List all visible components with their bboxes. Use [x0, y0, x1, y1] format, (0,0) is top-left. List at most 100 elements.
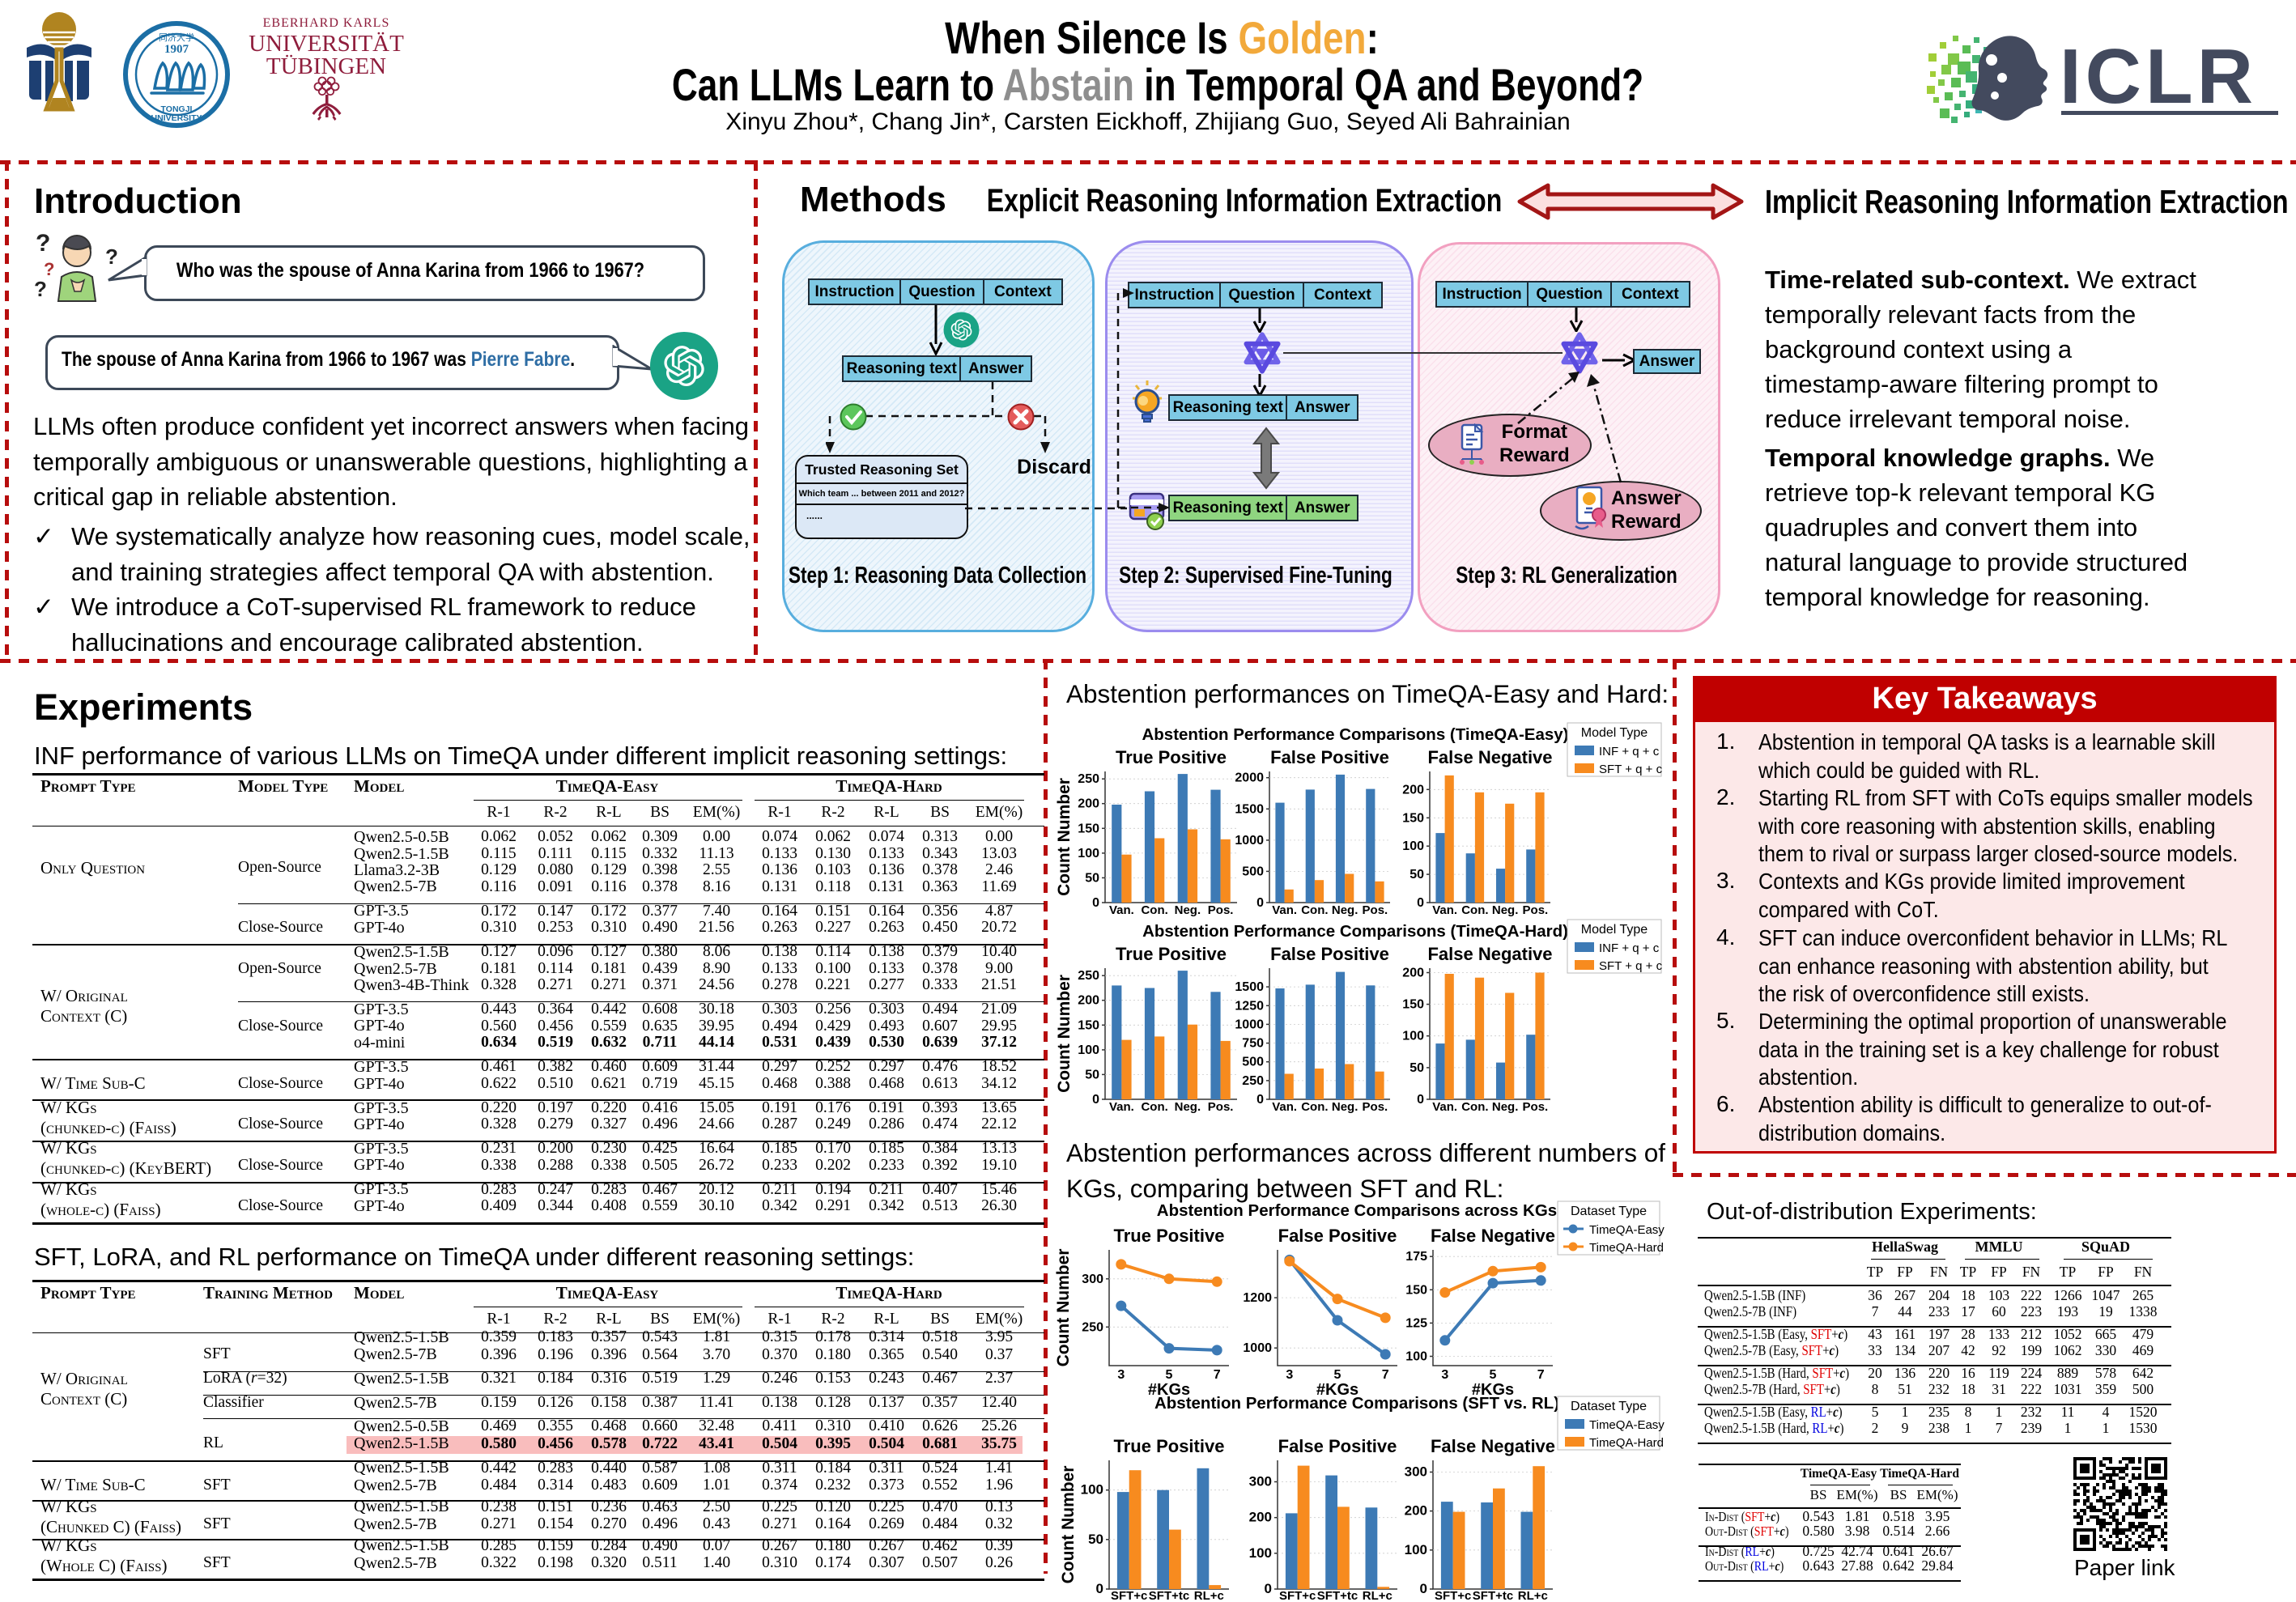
svg-text:Dataset Type: Dataset Type: [1571, 1205, 1647, 1218]
svg-text:TONGJI: TONGJI: [161, 104, 193, 114]
svg-text:Abstention Performance Compari: Abstention Performance Comparisons (SFT …: [1154, 1394, 1559, 1413]
svg-text:Count Number: Count Number: [1055, 778, 1074, 896]
svg-text:2000: 2000: [1235, 771, 1264, 785]
svg-text:200: 200: [1402, 967, 1424, 980]
svg-text:100: 100: [1249, 1545, 1272, 1561]
svg-text:Neg.: Neg.: [1492, 1100, 1519, 1114]
svg-text:3: 3: [1117, 1368, 1125, 1382]
svg-text:False Positive: False Positive: [1278, 1226, 1397, 1246]
svg-text:Pos.: Pos.: [1363, 903, 1388, 917]
svg-text:True Positive: True Positive: [1116, 747, 1227, 767]
svg-text:UNIVERSITY: UNIVERSITY: [151, 113, 202, 123]
svg-text:0: 0: [1092, 896, 1099, 910]
svg-text:Abstention Performance Compari: Abstention Performance Comparisons acros…: [1157, 1201, 1557, 1220]
svg-text:Model Type: Model Type: [1581, 726, 1648, 740]
svg-text:Pos.: Pos.: [1363, 1100, 1388, 1114]
svg-text:200: 200: [1405, 1503, 1427, 1519]
svg-text:150: 150: [1402, 811, 1424, 825]
svg-text:200: 200: [1078, 994, 1099, 1008]
svg-text:Con.: Con.: [1141, 1100, 1167, 1114]
svg-text:False Positive: False Positive: [1270, 944, 1389, 964]
svg-text:SFT+c: SFT+c: [1111, 1589, 1147, 1602]
svg-text:Con.: Con.: [1301, 903, 1328, 917]
svg-text:5: 5: [1334, 1368, 1341, 1382]
svg-text:1200: 1200: [1243, 1291, 1272, 1305]
svg-text:Con.: Con.: [1301, 1100, 1328, 1114]
svg-text:7: 7: [1537, 1368, 1545, 1382]
svg-text:INF + q + c: INF + q + c: [1599, 745, 1660, 759]
svg-text:300: 300: [1405, 1464, 1427, 1480]
svg-text:250: 250: [1078, 772, 1099, 786]
svg-text:7: 7: [1382, 1368, 1389, 1382]
svg-text:Neg.: Neg.: [1175, 903, 1201, 917]
svg-text:50: 50: [1088, 1532, 1103, 1547]
svg-text:100: 100: [1078, 1043, 1099, 1057]
svg-text:SFT+tc: SFT+tc: [1473, 1589, 1513, 1602]
svg-text:750: 750: [1242, 1037, 1264, 1051]
svg-text:Van.: Van.: [1109, 903, 1134, 917]
svg-text:Pos.: Pos.: [1208, 903, 1234, 917]
svg-text:100: 100: [1402, 1030, 1424, 1043]
svg-text:100: 100: [1078, 847, 1099, 860]
svg-text:200: 200: [1402, 783, 1424, 797]
svg-text:0: 0: [1256, 896, 1264, 910]
svg-text:1000: 1000: [1235, 1018, 1264, 1031]
svg-text:100: 100: [1081, 1482, 1103, 1498]
svg-text:TimeQA-Easy: TimeQA-Easy: [1589, 1223, 1665, 1237]
svg-text:150: 150: [1402, 998, 1424, 1012]
svg-text:RL+c: RL+c: [1363, 1589, 1392, 1602]
svg-text:RL+c: RL+c: [1518, 1589, 1548, 1602]
svg-text:False Negative: False Negative: [1431, 1436, 1555, 1456]
svg-text:1907: 1907: [164, 43, 189, 56]
svg-text:100: 100: [1405, 1542, 1427, 1557]
svg-text:1250: 1250: [1235, 999, 1264, 1013]
svg-text:0: 0: [1417, 896, 1424, 910]
svg-text:Con.: Con.: [1461, 1100, 1488, 1114]
svg-text:SFT+tc: SFT+tc: [1317, 1589, 1358, 1602]
svg-text:False Negative: False Negative: [1427, 747, 1552, 767]
svg-text:50: 50: [1085, 1068, 1099, 1081]
svg-text:Neg.: Neg.: [1492, 903, 1519, 917]
svg-text:500: 500: [1242, 1056, 1264, 1069]
svg-text:3: 3: [1441, 1368, 1448, 1382]
svg-text:50: 50: [1085, 871, 1099, 885]
svg-text:SFT + q + c: SFT + q + c: [1599, 763, 1663, 776]
svg-text:200: 200: [1249, 1510, 1272, 1525]
svg-text:?: ?: [36, 230, 50, 257]
svg-text:Pos.: Pos.: [1523, 903, 1549, 917]
svg-text:150: 150: [1078, 822, 1099, 835]
svg-text:50: 50: [1409, 1061, 1424, 1075]
svg-text:Abstention Performance Compari: Abstention Performance Comparisons (Time…: [1142, 725, 1568, 744]
svg-text:5: 5: [1490, 1368, 1497, 1382]
svg-text:0: 0: [1092, 1093, 1099, 1107]
svg-text:False Positive: False Positive: [1270, 747, 1389, 767]
svg-text:Abstention Performance Compari: Abstention Performance Comparisons (Time…: [1142, 922, 1568, 941]
svg-text:#KGs: #KGs: [1472, 1381, 1514, 1399]
svg-text:150: 150: [1078, 1018, 1099, 1032]
svg-text:Van.: Van.: [1272, 903, 1297, 917]
svg-text:0: 0: [1256, 1093, 1264, 1107]
svg-text:0: 0: [1417, 1093, 1424, 1107]
svg-text:Van.: Van.: [1432, 903, 1457, 917]
svg-text:SFT+c: SFT+c: [1435, 1589, 1471, 1602]
svg-text:SFT+tc: SFT+tc: [1149, 1589, 1189, 1602]
svg-text:Van.: Van.: [1432, 1100, 1457, 1114]
svg-text:Con.: Con.: [1141, 903, 1167, 917]
svg-text:5: 5: [1166, 1368, 1173, 1382]
svg-text:300: 300: [1249, 1474, 1272, 1489]
svg-text:150: 150: [1405, 1283, 1427, 1297]
svg-text:0: 0: [1420, 1581, 1427, 1596]
svg-text:50: 50: [1409, 868, 1424, 882]
svg-text:同济大学: 同济大学: [159, 32, 194, 43]
svg-text:1000: 1000: [1243, 1341, 1272, 1355]
svg-text:Van.: Van.: [1109, 1100, 1134, 1114]
svg-text:Neg.: Neg.: [1175, 1100, 1201, 1114]
svg-text:Count Number: Count Number: [1054, 1249, 1073, 1367]
svg-text:3: 3: [1286, 1368, 1293, 1382]
svg-text:False Negative: False Negative: [1431, 1226, 1555, 1246]
svg-text:SFT + q + c: SFT + q + c: [1599, 959, 1663, 973]
svg-text:Count Number: Count Number: [1055, 975, 1074, 1093]
svg-text:250: 250: [1082, 1320, 1103, 1334]
svg-text:Pos.: Pos.: [1208, 1100, 1234, 1114]
svg-text:True Positive: True Positive: [1114, 1226, 1225, 1246]
